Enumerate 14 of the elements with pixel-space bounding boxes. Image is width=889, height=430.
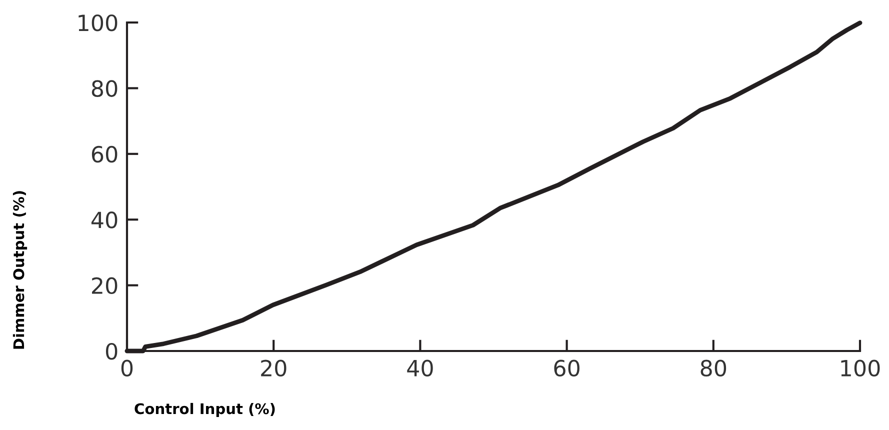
y-tick-label: 60 [92, 146, 118, 163]
y-tick-label: 20 [92, 277, 118, 294]
x-tick-label: 0 [121, 360, 133, 377]
x-tick-label: 100 [841, 360, 880, 377]
y-tick-label: 100 [78, 14, 118, 32]
x-tick-label: 80 [700, 360, 726, 377]
x-tick-label: 60 [554, 360, 580, 377]
x-tick-label: 40 [407, 360, 433, 377]
x-tick-label: 20 [261, 360, 286, 377]
x-axis-title: Control Input (%) [134, 402, 275, 418]
y-tick-label: 0 [106, 342, 118, 360]
y-tick-label: 40 [91, 212, 118, 228]
y-tick-label: 80 [92, 80, 118, 97]
y-axis-title: Dimmer Output (%) [12, 191, 28, 349]
